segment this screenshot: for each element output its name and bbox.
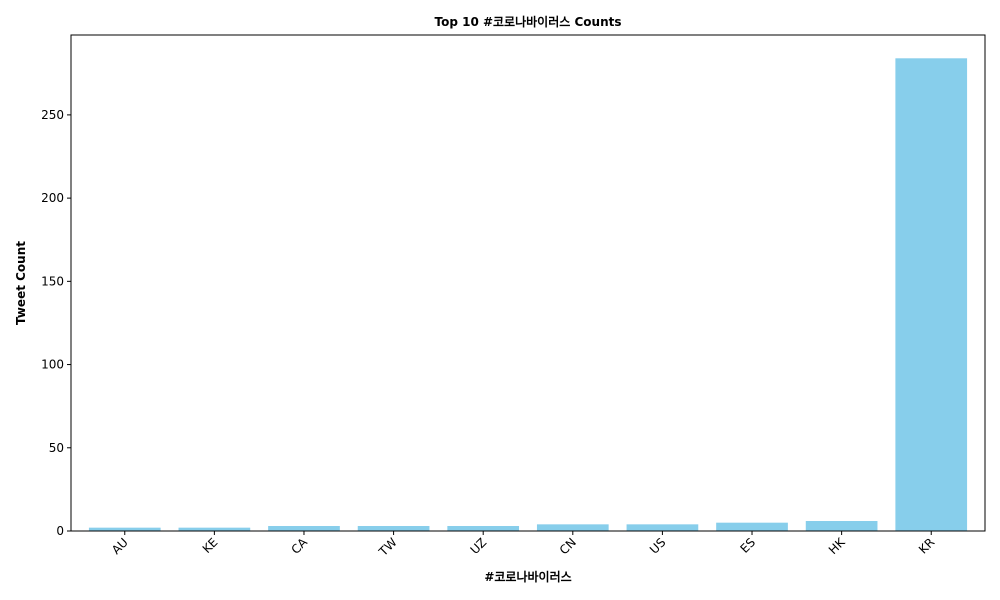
x-axis-label: #코로나바이러스 [484,569,571,584]
x-tick-label: TW [376,535,400,559]
x-tick-label: CN [557,535,579,557]
bar-tw [357,526,430,531]
x-tick-label: AU [109,535,131,557]
x-tick-label: ES [737,535,758,556]
y-tick-label: 200 [41,191,64,205]
bar-au [88,527,161,531]
y-tick-label: 100 [41,358,64,372]
y-tick-label: 0 [56,524,64,538]
x-axis: AU KE CA TW UZ CN US ES HK KR [109,531,937,559]
plot-frame [70,34,986,532]
bar-uz [447,526,520,531]
x-tick-label: US [647,535,669,557]
y-axis-label: Tweet Count [14,241,28,325]
y-tick-label: 50 [49,441,64,455]
x-tick-label: KR [916,535,937,556]
plot-area [88,58,968,532]
y-axis: 0 50 100 150 200 250 [41,108,71,538]
bar-us [626,524,699,531]
bar-hk [805,521,878,531]
bar-ca [268,526,340,531]
bar-es [716,522,788,531]
bar-cn [536,524,609,531]
chart-title: Top 10 #코로나바이러스 Counts [434,14,621,29]
y-tick-label: 250 [41,108,64,122]
x-tick-label: UZ [468,535,490,557]
x-tick-label: KE [200,535,221,556]
bar-kr [895,58,968,532]
bar-ke [178,527,251,531]
y-tick-label: 150 [41,274,64,288]
x-tick-label: CA [288,535,310,557]
x-tick-label: HK [826,534,849,557]
